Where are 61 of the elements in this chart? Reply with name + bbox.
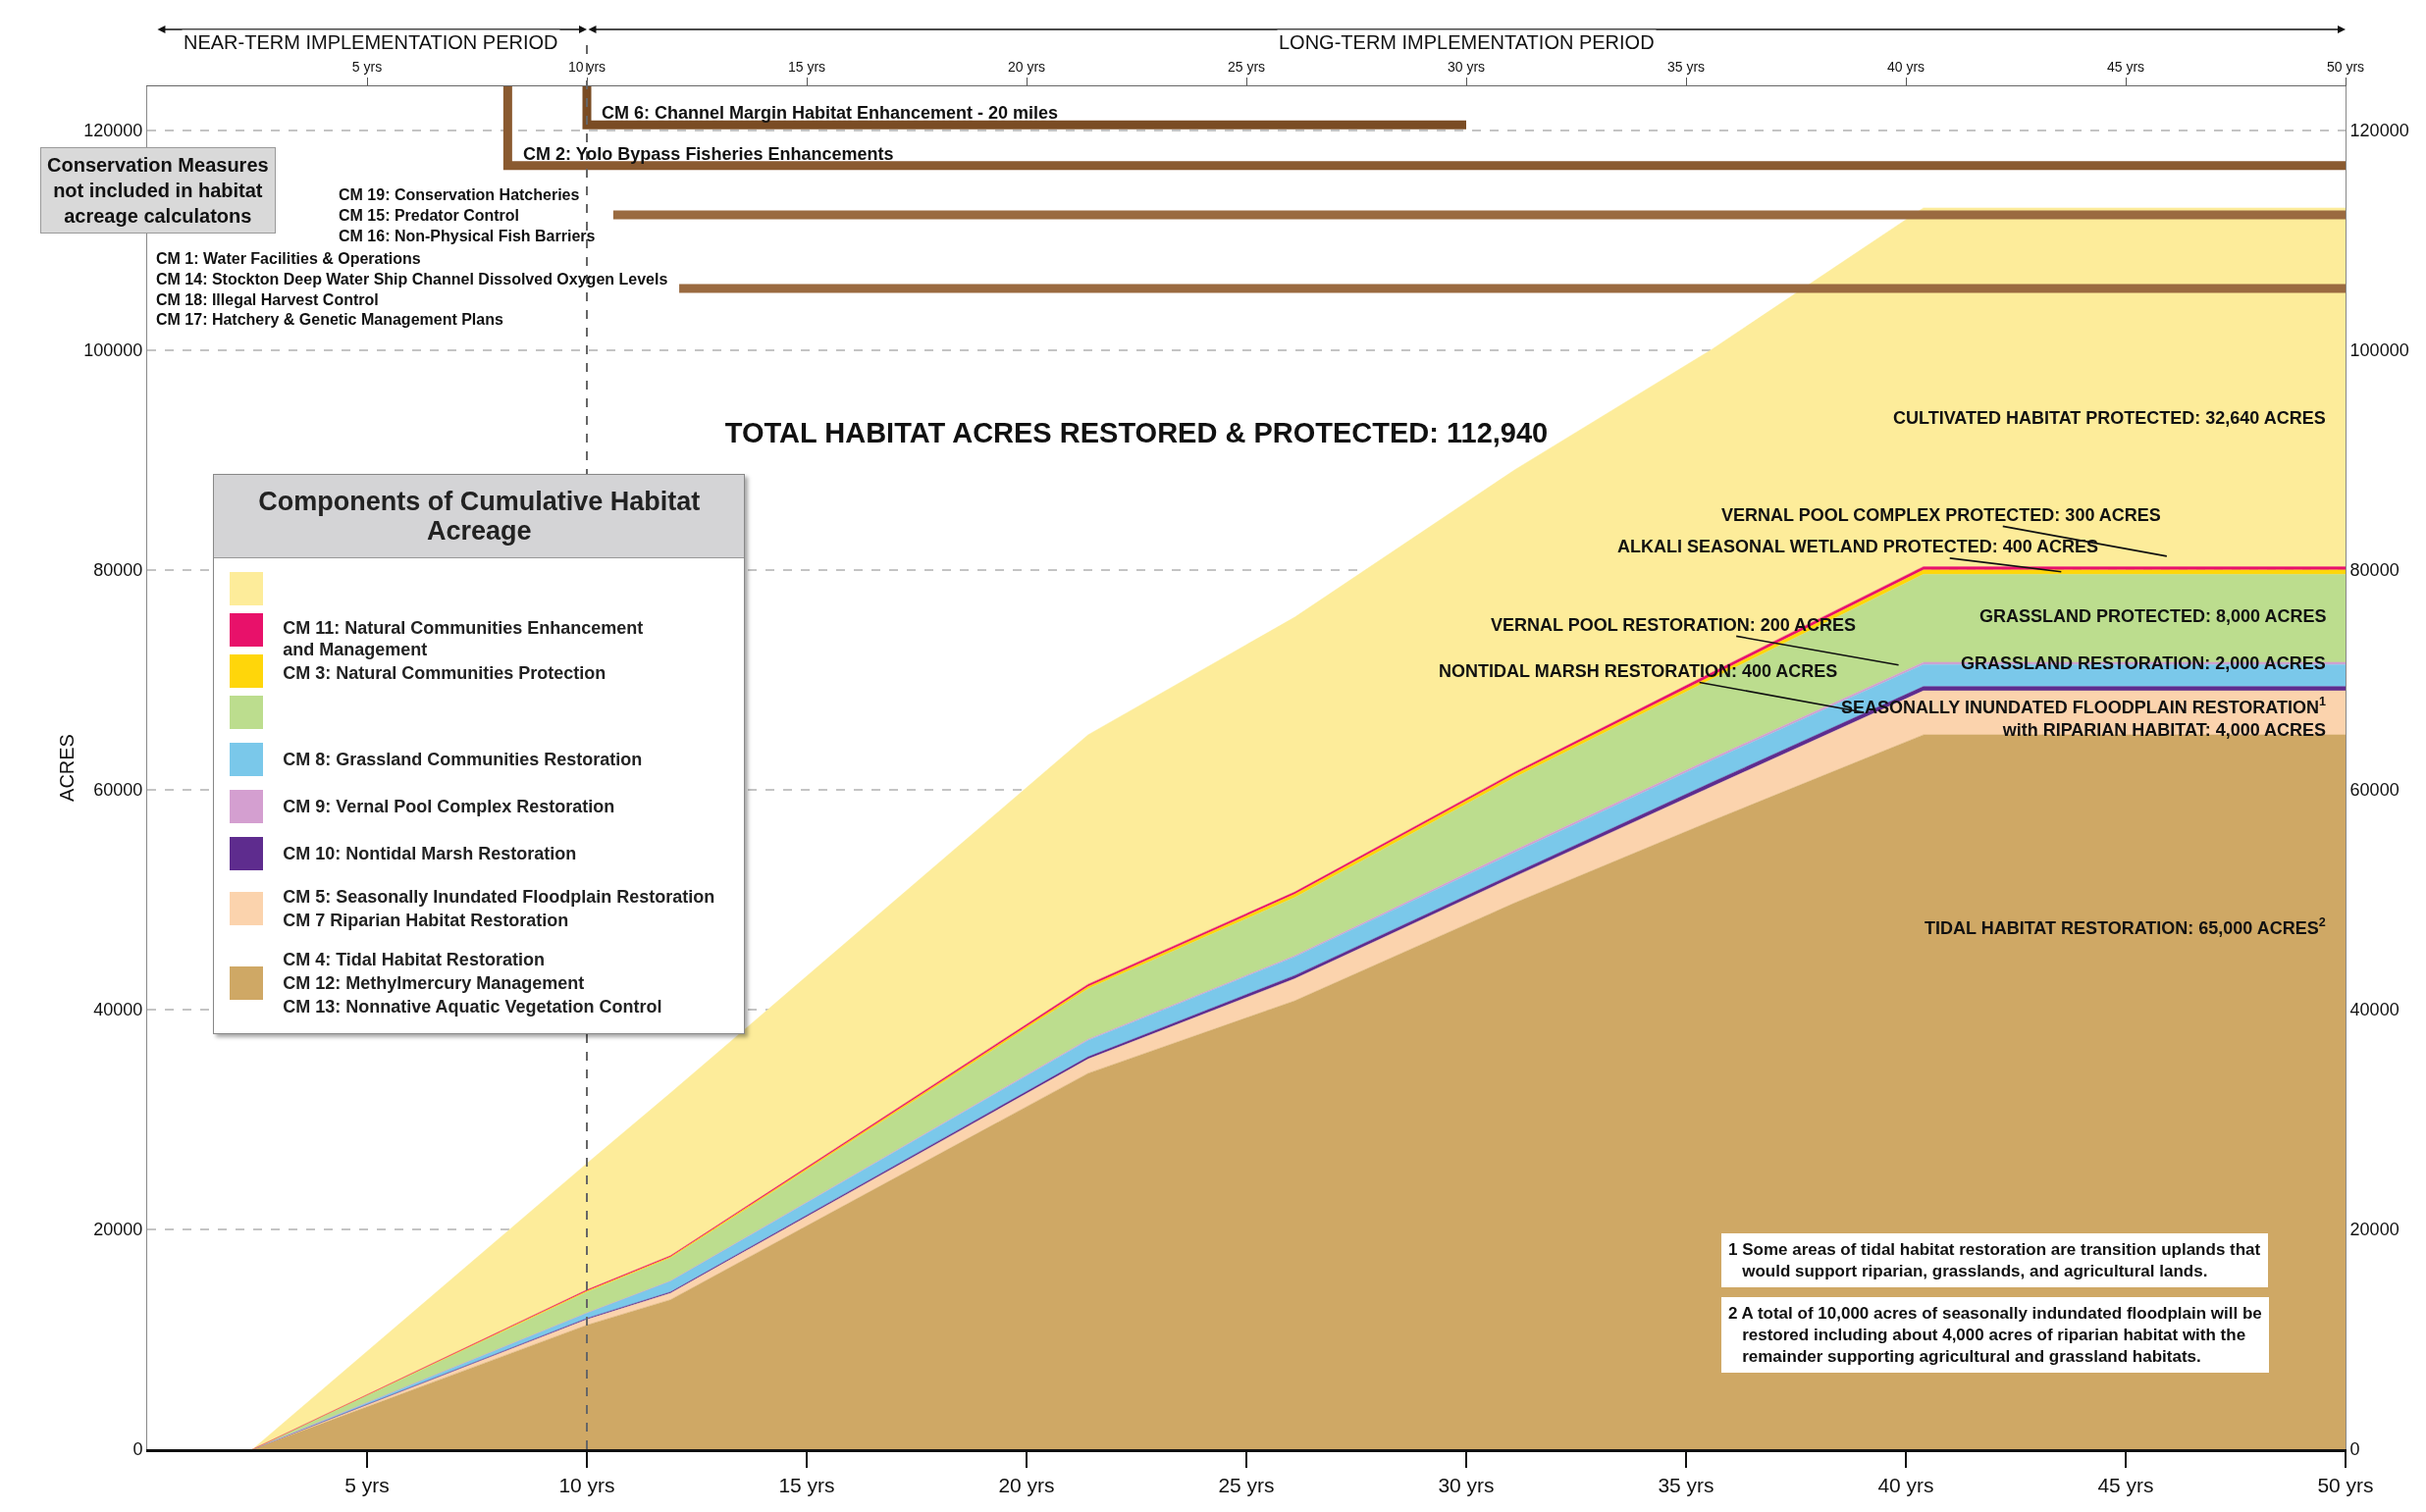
- series-label: GRASSLAND PROTECTED: 8,000 ACRES: [1979, 606, 2327, 626]
- annotation: CM 5: Seasonally Inundated Floodplain Restoration: [283, 886, 715, 909]
- annotation: CM 13: Nonnative Aquatic Vegetation Control: [283, 996, 662, 1018]
- y-tick-label: 40000: [93, 1000, 143, 1020]
- x2-tick-label: 45 yrs: [2097, 1474, 2154, 1497]
- x2-tick-label: 50 yrs: [2317, 1474, 2374, 1497]
- annotation: CM 11: Natural Communities Enhancement and Management: [283, 617, 644, 661]
- annotation: CM 4: Tidal Habitat Restoration: [283, 949, 546, 971]
- y2-tick-label: 120000: [2349, 121, 2409, 141]
- x2-tick-label: 10 yrs: [558, 1474, 615, 1497]
- x-tick-label: 10 yrs: [567, 58, 606, 75]
- text: NEAR-TERM IMPLEMENTATION PERIOD: [184, 31, 558, 53]
- annotation: CM 8: Grassland Communities Restoration: [283, 749, 643, 771]
- x-tick-label: 45 yrs: [2106, 58, 2145, 75]
- y-axis-title: ACRES: [55, 734, 78, 802]
- y-tick-label: 20000: [93, 1220, 143, 1240]
- y2-tick-label: 0: [2349, 1439, 2360, 1460]
- series-label: GRASSLAND RESTORATION: 2,000 ACRES: [1961, 653, 2326, 673]
- x2-tick-label: 40 yrs: [1877, 1474, 1934, 1497]
- annotation: CM 7 Riparian Habitat Restoration: [283, 910, 570, 932]
- x-tick-label: 5 yrs: [351, 58, 383, 75]
- y-tick-label: 100000: [83, 340, 143, 361]
- legend-title: Components of Cumulative Habitat Acreage: [214, 475, 745, 559]
- x-tick-label: 25 yrs: [1227, 58, 1266, 75]
- x2-tick-label: 25 yrs: [1218, 1474, 1275, 1497]
- x2-tick-label: 35 yrs: [1658, 1474, 1714, 1497]
- series-label: CM 6: Channel Margin Habitat Enhancement - 20 miles: [602, 103, 1059, 123]
- annotation: 2 A total of 10,000 acres of seasonally indundated floodplain will be restored including about 4,000 acres of riparian habitat with the remainder supporting agricultural and grassland habitats.: [1728, 1304, 2262, 1367]
- series-label: CM 19: Conservation Hatcheries CM 15: Predator Control CM 16: Non-Physical Fish Barriers: [339, 186, 596, 244]
- y-tick-label: 80000: [93, 560, 143, 581]
- y-tick-label: 0: [132, 1439, 143, 1460]
- y-tick-label: 120000: [83, 121, 143, 141]
- x2-tick-label: 30 yrs: [1438, 1474, 1495, 1497]
- x2-tick-label: 5 yrs: [344, 1474, 390, 1497]
- x-tick-label: 40 yrs: [1886, 58, 1925, 75]
- annotation: Conservation Measures not included in habitat acreage calculatons: [47, 154, 269, 227]
- x2-tick-label: 15 yrs: [778, 1474, 835, 1497]
- annotation: CM 10: Nontidal Marsh Restoration: [283, 843, 577, 865]
- x-tick-label: 30 yrs: [1447, 58, 1486, 75]
- y2-tick-label: 60000: [2349, 780, 2400, 801]
- annotation: 1 Some areas of tidal habitat restoration are transition uplands that would support riparian, grasslands, and agricultural lands.: [1728, 1240, 2261, 1281]
- series-label: ALKALI SEASONAL WETLAND PROTECTED: 400 ACRES: [1617, 537, 2099, 556]
- x-tick-label: 50 yrs: [2326, 58, 2365, 75]
- annotation: CM 3: Natural Communities Protection: [283, 662, 607, 685]
- series-label: TIDAL HABITAT RESTORATION: 65,000 ACRES$^{2}$: [1925, 915, 2326, 938]
- x2-tick-label: 20 yrs: [998, 1474, 1055, 1497]
- text: TOTAL HABITAT ACRES RESTORED & PROTECTED: 112,940: [724, 416, 1549, 448]
- y2-tick-label: 40000: [2349, 1000, 2400, 1020]
- x-tick-label: 20 yrs: [1007, 58, 1046, 75]
- y2-tick-label: 100000: [2349, 340, 2409, 361]
- text: LONG-TERM IMPLEMENTATION PERIOD: [1279, 31, 1655, 53]
- y2-tick-label: 80000: [2349, 560, 2400, 581]
- x-tick-label: 15 yrs: [787, 58, 826, 75]
- series-label: CM 2: Yolo Bypass Fisheries Enhancements: [523, 144, 894, 164]
- y-tick-label: 60000: [93, 780, 143, 801]
- text: VERNAL POOL COMPLEX PROTECTED: 300 ACRES: [1721, 505, 2161, 525]
- y2-tick-label: 20000: [2349, 1220, 2400, 1240]
- series-label: CULTIVATED HABITAT PROTECTED: 32,640 ACRES: [1893, 408, 2326, 428]
- x-tick-label: 35 yrs: [1666, 58, 1706, 75]
- annotation: CM 12: Methylmercury Management: [283, 972, 586, 995]
- annotation: CM 9: Vernal Pool Complex Restoration: [283, 796, 615, 818]
